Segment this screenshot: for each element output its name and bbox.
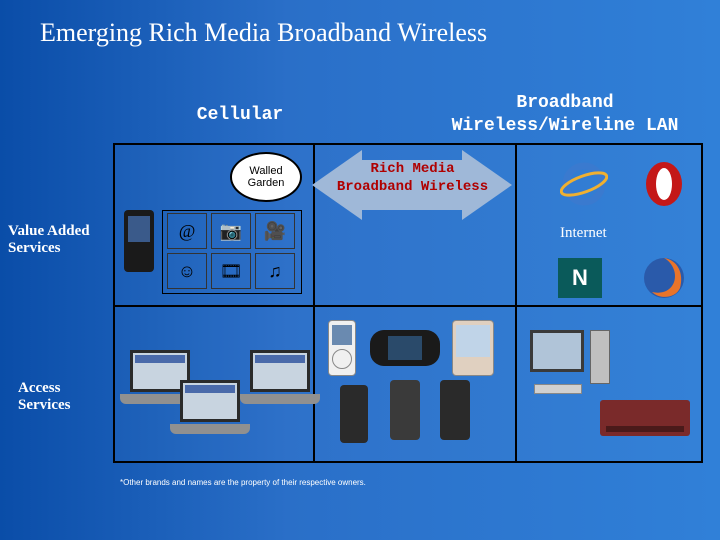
center-arrow-label: Rich Media Broadband Wireless — [315, 160, 510, 196]
firefox-icon — [640, 254, 688, 302]
column-header-broadband: Broadband Wireless/Wireline LAN — [430, 92, 700, 139]
page-title: Emerging Rich Media Broadband Wireless — [40, 18, 487, 48]
internet-label: Internet — [560, 225, 607, 242]
grid-vline-2 — [515, 145, 517, 461]
flip-phone-icon — [440, 380, 470, 440]
laptop-icon — [170, 380, 250, 440]
film-icon: 🎞 — [211, 253, 251, 289]
footnote-text: *Other brands and names are the property… — [120, 478, 366, 487]
router-icon — [600, 400, 690, 436]
service-icon-grid: @ 📷 🎥 ☺ 🎞 ♫ — [162, 210, 302, 294]
camera-icon: 📷 — [211, 213, 251, 249]
psp-icon — [370, 330, 440, 366]
blackberry-phone-icon — [124, 210, 154, 272]
video-icon: 🎥 — [255, 213, 295, 249]
face-icon: ☺ — [167, 253, 207, 289]
pda-icon — [452, 320, 494, 376]
ipod-icon — [328, 320, 356, 376]
music-icon: ♫ — [255, 253, 295, 289]
walled-garden-oval: Walled Garden — [230, 152, 302, 202]
opera-icon — [640, 160, 688, 208]
mobile-phone-icon — [340, 385, 368, 443]
netscape-icon: N — [558, 258, 602, 298]
at-icon: @ — [167, 213, 207, 249]
laptop-icon — [240, 350, 320, 410]
grid-hline — [115, 305, 701, 307]
column-header-cellular: Cellular — [140, 105, 340, 125]
row-label-access: Access Services — [18, 380, 70, 414]
internet-explorer-icon — [560, 160, 608, 208]
row-label-value-added: Value Added Services — [8, 223, 90, 257]
desktop-pc-icon — [530, 330, 610, 400]
flip-phone-icon — [390, 380, 420, 440]
